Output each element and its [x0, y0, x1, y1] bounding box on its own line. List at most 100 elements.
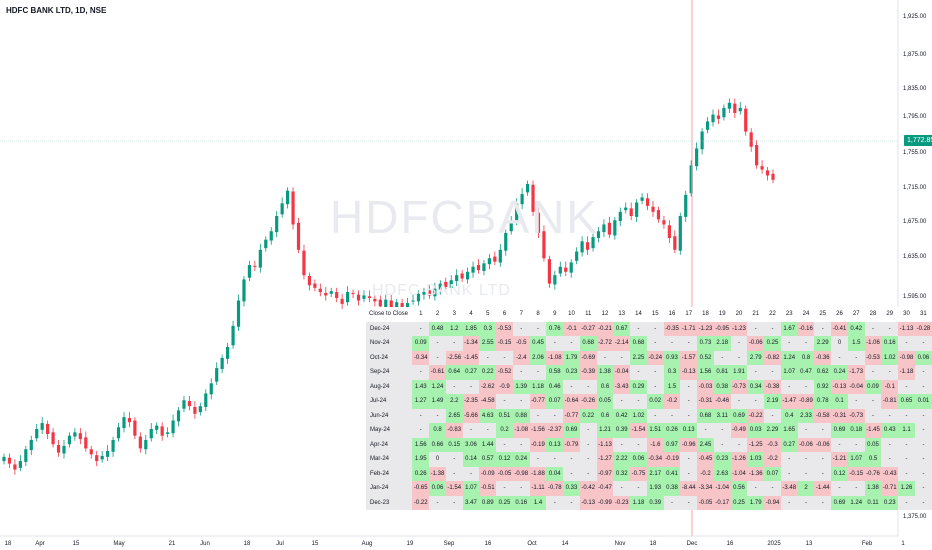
table-cell: 0.38	[713, 379, 731, 394]
table-column-header: 16	[663, 307, 681, 322]
table-cell: -	[630, 365, 647, 380]
table-cell: -	[613, 350, 631, 365]
candle-body	[689, 165, 693, 194]
candle-body	[722, 107, 726, 118]
candle	[624, 202, 628, 214]
table-cell: -0.77	[563, 408, 580, 423]
table-cell: 2.33	[797, 408, 815, 423]
candle	[275, 210, 279, 238]
table-cell: 1.56	[697, 365, 714, 380]
table-cell: 0.06	[630, 452, 647, 467]
y-tick-label: 1,835.00	[903, 86, 927, 92]
candle	[520, 188, 524, 210]
table-cell: 0.29	[630, 379, 647, 394]
table-cell: 0.23	[881, 495, 899, 510]
table-cell: 0.13	[680, 423, 698, 438]
table-row: Nov-24 0.09- - -1.34 2.55 -0.15 -0.5 0.45- -0.68…	[366, 336, 932, 351]
candle-body	[127, 417, 132, 423]
table-cell: -1.25	[747, 437, 765, 452]
table-cell: -	[579, 452, 597, 467]
table-cell: 0.14	[462, 452, 480, 467]
x-tick-label: 19	[407, 541, 414, 547]
table-cell: -1.23	[730, 321, 748, 336]
y-tick-label: 1,875.00	[903, 52, 927, 58]
table-cell: -1.04	[713, 481, 731, 496]
table-column-header: 28	[864, 307, 882, 322]
table-cell: -	[412, 423, 430, 438]
table-column-header: 4	[462, 307, 480, 322]
table-cell: -	[898, 379, 915, 394]
candle	[678, 212, 682, 255]
table-cell: -	[512, 481, 530, 496]
candle	[476, 259, 481, 274]
table-cell: -	[546, 336, 564, 351]
table-cell: 0.65	[898, 394, 915, 409]
table-cell: 2.29	[814, 336, 832, 351]
candle-body	[100, 456, 104, 460]
table-cell: -0.31	[697, 394, 714, 409]
candle	[525, 180, 530, 196]
candle-body	[166, 432, 170, 435]
y-tick-label: 1,755.00	[903, 150, 927, 156]
x-tick-label: 13	[806, 541, 813, 547]
table-cell: -0.71	[881, 481, 899, 496]
candle-body	[215, 368, 219, 382]
table-cell: -	[445, 336, 463, 351]
table-cell: -0.96	[680, 437, 698, 452]
table-cell: -	[579, 466, 597, 481]
table-cell: 3.47	[462, 495, 480, 510]
time-axis[interactable]: 18 Apr 15 May 21 Jun 18 Jul 15 Aug 19 Sep 16 Oct 14 Nov…	[5, 541, 906, 547]
candle	[689, 160, 693, 197]
candle	[122, 412, 126, 433]
candle-body	[695, 148, 699, 167]
table-cell: -0.64	[563, 394, 580, 409]
table-cell: -0.31	[831, 408, 848, 423]
candle	[236, 294, 241, 331]
table-cell: -1.26	[730, 452, 748, 467]
candle	[231, 320, 235, 349]
candle-body	[155, 425, 159, 430]
table-cell: -0.83	[445, 423, 463, 438]
candle	[209, 378, 213, 400]
row-label: Jul-24	[366, 394, 413, 409]
table-cell: -	[529, 408, 547, 423]
table-cell: -	[579, 423, 597, 438]
candle	[749, 128, 753, 152]
table-cell: -0.99	[596, 495, 614, 510]
candle	[351, 289, 355, 298]
table-cell: -0.05	[697, 495, 714, 510]
table-cell: 0.97	[663, 437, 681, 452]
table-cell: -0.5	[512, 336, 530, 351]
table-cell: -5.66	[462, 408, 480, 423]
row-label: Jun-24	[366, 408, 413, 423]
table-cell: 0.25	[496, 495, 513, 510]
table-column-header: 1	[412, 307, 430, 322]
table-cell: 0.13	[546, 437, 564, 452]
table-cell: -0.23	[613, 495, 631, 510]
table-cell: -0.73	[847, 408, 865, 423]
candle-body	[700, 131, 704, 150]
table-cell: -0.79	[563, 437, 580, 452]
table-row: Sep-24- -0.61 0.64 0.27 0.22 -0.52- -0.58 0.23-…	[366, 365, 932, 380]
table-cell: -0.65	[412, 481, 430, 496]
candle-body	[678, 216, 682, 251]
table-cell: -	[814, 321, 832, 336]
table-cell: -	[579, 379, 597, 394]
table-cell: 1.95	[412, 452, 430, 467]
table-cell: -0.76	[864, 466, 882, 481]
table-cell: -	[780, 495, 798, 510]
x-tick-label: Sep	[444, 541, 455, 547]
candle-body	[264, 239, 268, 249]
table-cell: -1.18	[898, 365, 915, 380]
row-label: Dec-23	[366, 495, 413, 510]
candle	[547, 255, 551, 288]
x-tick-label: 14	[562, 541, 569, 547]
table-cell: -0.58	[814, 408, 832, 423]
table-cell: 1.03	[747, 452, 765, 467]
candle-body	[280, 203, 284, 215]
candle-body	[476, 265, 481, 271]
table-cell: -1.06	[864, 336, 882, 351]
table-cell: -	[663, 408, 681, 423]
table-cell: 1.5	[847, 336, 865, 351]
